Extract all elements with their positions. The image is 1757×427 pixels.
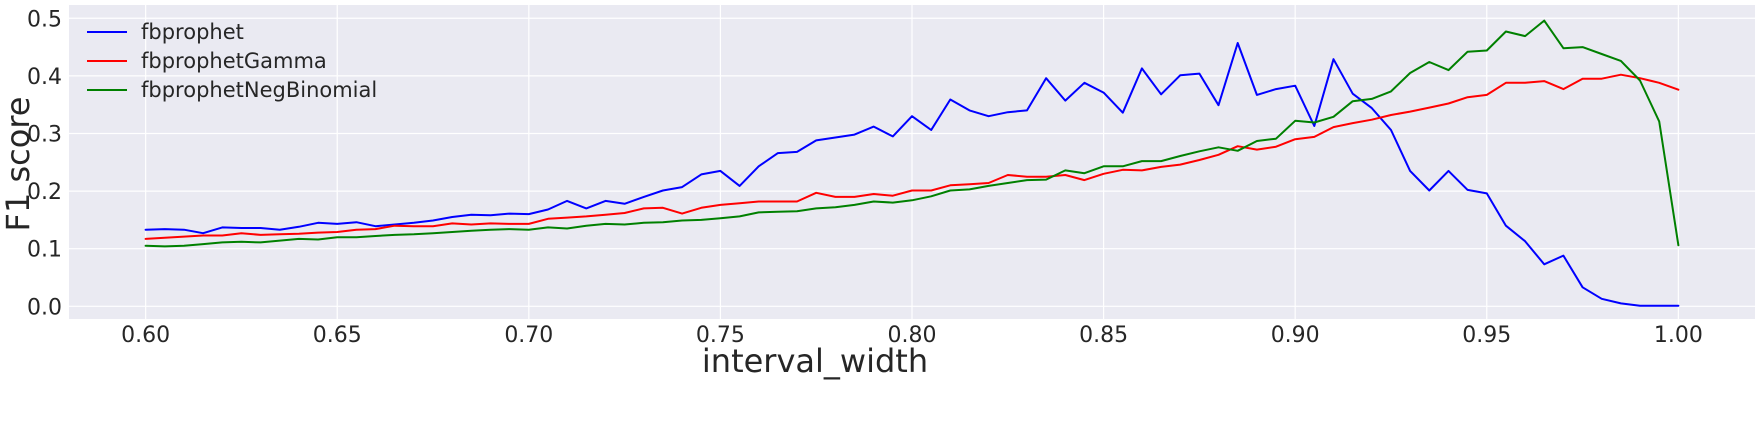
x-tick-labels: 0.60 0.65 0.70 0.75 0.80 0.85 0.90 0.95 1.00	[121, 323, 1703, 348]
x-gridlines	[145, 5, 1679, 319]
x-tick-label: 0.65	[313, 323, 362, 348]
y-axis-title: F1 score	[0, 97, 37, 232]
x-tick-label: 0.95	[1462, 323, 1511, 348]
x-tick-label: 0.80	[888, 323, 937, 348]
x-tick-label: 1.00	[1654, 323, 1703, 348]
series-line-fbprophet	[144, 42, 1680, 307]
legend-label: fbprophetGamma	[141, 49, 327, 73]
x-axis-title: interval_width	[702, 342, 928, 380]
y-tick-label: 0.4	[27, 65, 62, 90]
y-tick-label: 0.0	[27, 295, 62, 320]
x-tick-label: 0.90	[1271, 323, 1320, 348]
y-tick-labels: 0.0 0.1 0.2 0.3 0.4 0.5	[27, 7, 62, 320]
x-tick-label: 0.75	[696, 323, 745, 348]
series-lines	[144, 19, 1680, 307]
legend-label: fbprophetNegBinomial	[141, 78, 377, 102]
x-tick-label: 0.85	[1079, 323, 1128, 348]
y-tick-label: 0.2	[27, 180, 62, 205]
legend-label: fbprophet	[141, 20, 244, 44]
y-tick-label: 0.1	[27, 238, 62, 263]
y-tick-label: 0.5	[27, 7, 62, 32]
x-tick-label: 0.70	[504, 323, 553, 348]
series-line-fbprophetGamma	[144, 73, 1680, 240]
x-tick-label: 0.60	[121, 323, 170, 348]
legend: fbprophet fbprophetGamma fbprophetNegBinom…	[87, 20, 377, 102]
series-line-fbprophetNegBinomial	[144, 19, 1680, 248]
y-tick-label: 0.3	[27, 122, 62, 147]
